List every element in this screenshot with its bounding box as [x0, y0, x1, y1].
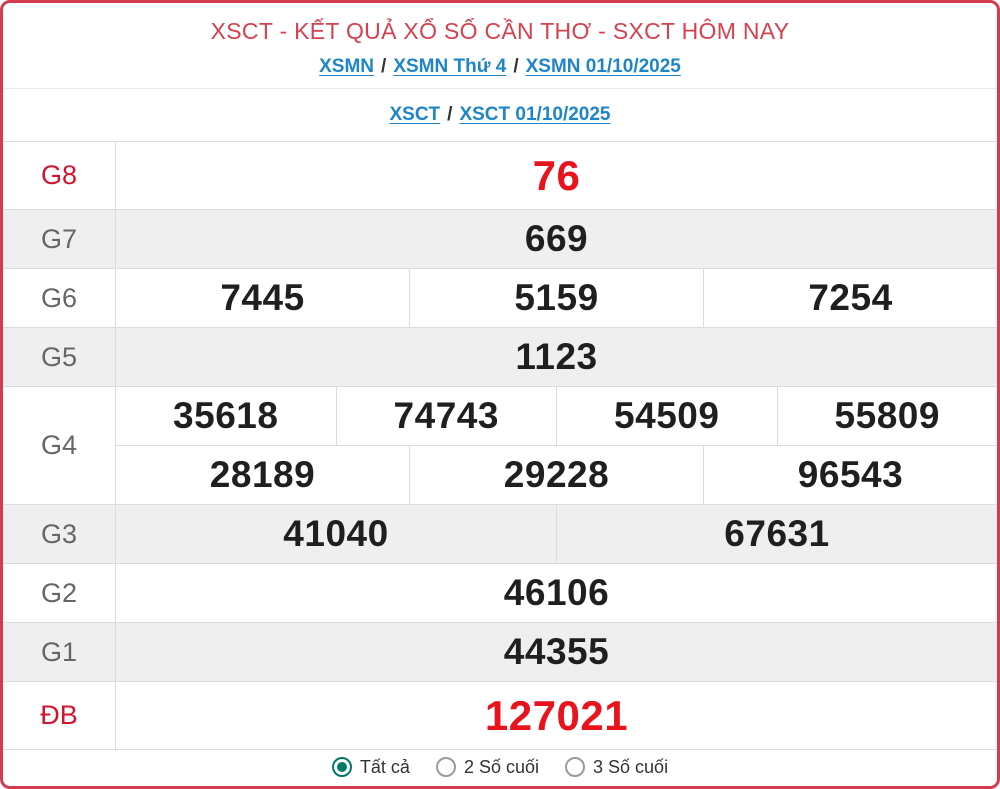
prize-number: 35618 — [173, 395, 279, 436]
prize-values: 7445 5159 7254 — [116, 269, 997, 327]
prize-label: G7 — [3, 210, 116, 268]
prize-group: 76 — [116, 142, 997, 209]
radio-unselected-icon[interactable] — [565, 757, 586, 777]
prize-row-G1: G1 44355 — [3, 623, 997, 682]
prize-number: 44355 — [503, 631, 610, 672]
prize-row-G3: G3 41040 67631 — [3, 505, 997, 564]
prize-row-ĐB: ĐB 127021 — [3, 682, 997, 750]
prize-values: 35618 74743 54509 55809 28189 29228 96543 — [116, 387, 997, 504]
prize-number: 7254 — [703, 269, 997, 327]
header: XSCT - KẾT QUẢ XỔ SỐ CẦN THƠ - SXCT HÔM … — [3, 3, 997, 89]
filter-option-2-digits[interactable]: 2 Số cuối — [435, 756, 540, 778]
prize-number: 55809 — [776, 387, 998, 445]
prize-group: 7445 5159 7254 — [116, 269, 997, 327]
prize-row-G7: G7 669 — [3, 210, 997, 269]
prize-number: 74743 — [335, 387, 557, 445]
prize-number: 5159 — [409, 269, 703, 327]
breadcrumb-separator: / — [513, 56, 519, 77]
prize-values: 669 — [116, 210, 997, 268]
page-title: XSCT - KẾT QUẢ XỔ SỐ CẦN THƠ - SXCT HÔM … — [210, 18, 790, 44]
prize-row-G4: G4 35618 74743 54509 55809 28189 29228 96543 — [3, 387, 997, 505]
radio-selected-icon[interactable] — [331, 757, 352, 777]
breadcrumb-link[interactable]: XSMN 01/10/2025 — [525, 56, 681, 77]
results-table: G8 76 G7 669 G6 7445 5159 7254 G5 1123 G4 35618 7474… — [3, 141, 997, 750]
prize-group: 46106 — [116, 564, 997, 622]
prize-values: 1123 — [116, 328, 997, 386]
prize-number: 46106 — [503, 572, 610, 613]
prize-label: G4 — [3, 387, 116, 504]
breadcrumb-separator: / — [447, 104, 453, 125]
prize-group: 1123 — [116, 328, 997, 386]
prize-row-G2: G2 46106 — [3, 564, 997, 623]
prize-label: G3 — [3, 505, 116, 563]
prize-group: 35618 74743 54509 55809 — [116, 387, 997, 445]
prize-values: 46106 — [116, 564, 997, 622]
prize-values: 127021 — [116, 682, 997, 749]
prize-number: 54509 — [556, 387, 777, 445]
display-filter: Tất cả 2 Số cuối 3 Số cuối — [3, 750, 997, 786]
prize-label: G6 — [3, 269, 116, 327]
prize-label: G5 — [3, 328, 116, 386]
breadcrumb-separator: / — [381, 56, 387, 77]
prize-values: 76 — [116, 142, 997, 209]
prize-number: 669 — [524, 218, 589, 259]
prize-group: 41040 67631 — [116, 505, 997, 563]
subheader: XSCT / XSCT 01/10/2025 — [3, 89, 997, 141]
prize-row-G8: G8 76 — [3, 142, 997, 210]
prize-group: 44355 — [116, 623, 997, 681]
filter-option-3-digits[interactable]: 3 Số cuối — [565, 757, 668, 778]
radio-unselected-icon[interactable] — [435, 757, 456, 777]
prize-group: 669 — [116, 210, 997, 268]
prize-number: 7445 — [220, 277, 305, 318]
prize-label: G2 — [3, 564, 116, 622]
prize-number: 127021 — [484, 691, 629, 739]
prize-number: 67631 — [556, 505, 997, 563]
prize-number: 1123 — [515, 336, 598, 377]
filter-option-label: Tất cả — [359, 756, 410, 777]
breadcrumb-main: XSMN / XSMN Thứ 4 / XSMN 01/10/2025 — [3, 56, 997, 78]
prize-number: 29228 — [409, 446, 703, 504]
prize-number: 28189 — [209, 454, 316, 495]
prize-number: 96543 — [703, 446, 997, 504]
breadcrumb-sub: XSCT / XSCT 01/10/2025 — [389, 104, 610, 126]
breadcrumb-link[interactable]: XSMN Thứ 4 — [393, 56, 507, 77]
filter-option-all[interactable]: Tất cả — [331, 756, 410, 778]
prize-number: 41040 — [283, 513, 389, 554]
prize-number: 76 — [532, 151, 581, 199]
prize-label: G1 — [3, 623, 116, 681]
filter-option-label: 3 Số cuối — [593, 756, 669, 777]
breadcrumb-link[interactable]: XSCT — [389, 104, 441, 125]
prize-row-G6: G6 7445 5159 7254 — [3, 269, 997, 328]
prize-values: 44355 — [116, 623, 997, 681]
prize-label: ĐB — [3, 682, 116, 749]
prize-group: 127021 — [116, 682, 997, 749]
prize-row-G5: G5 1123 — [3, 328, 997, 387]
filter-option-label: 2 Số cuối — [463, 756, 540, 777]
prize-label: G8 — [3, 142, 116, 209]
prize-group: 28189 29228 96543 — [116, 445, 997, 504]
breadcrumb-link[interactable]: XSMN — [319, 56, 375, 77]
prize-values: 41040 67631 — [116, 505, 997, 563]
breadcrumb-link[interactable]: XSCT 01/10/2025 — [459, 104, 611, 125]
